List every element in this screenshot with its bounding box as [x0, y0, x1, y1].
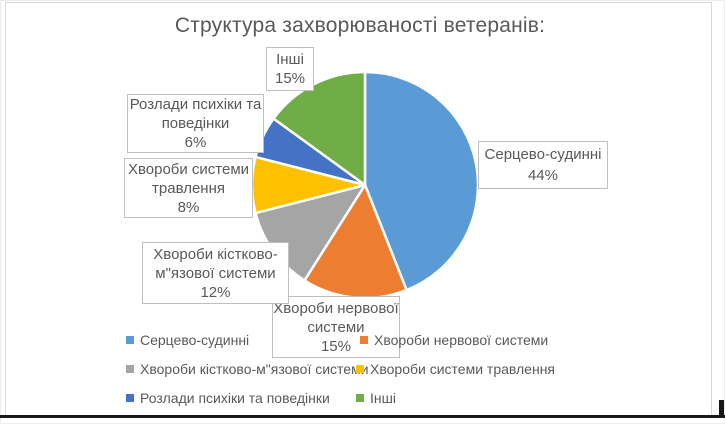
legend-swatch-dark-blue: [126, 394, 134, 402]
legend-item-sercevo-sudynni: Серцево-судинні: [126, 331, 249, 349]
data-label-sercevo-sudynni: Серцево-судинні 44%: [478, 141, 608, 189]
legend-swatch-blue: [126, 336, 134, 344]
legend-item-nervova-systema: Хвороби нервової системи: [360, 331, 548, 349]
legend-label: Хвороби нервової системи: [374, 332, 549, 348]
legend-swatch-orange: [360, 336, 368, 344]
legend-swatch-yellow: [356, 365, 364, 373]
data-label-inshi: Інші 15%: [266, 47, 314, 91]
legend-item-inshi: Інші: [356, 389, 396, 407]
data-label-nervova-systema: Хвороби нервової системи 15%: [272, 296, 400, 358]
bottom-border-line: [0, 415, 725, 418]
bottom-right-tick: [719, 400, 724, 418]
legend-swatch-gray: [126, 365, 134, 373]
legend-label: Розлади психіки та поведінки: [140, 390, 330, 406]
legend-swatch-green: [356, 394, 364, 402]
legend-label: Інші: [370, 390, 396, 406]
legend-label: Хвороби системи травлення: [370, 361, 556, 377]
legend-label: Серцево-судинні: [140, 332, 250, 348]
legend-item-kistkovo-miazova: Хвороби кістково-м"язової системи: [126, 360, 369, 378]
data-label-kistkovo-miazova: Хвороби кістково- м"язової системи 12%: [142, 242, 289, 304]
data-label-rozlady-psykhiky: Розлади психіки та поведінки 6%: [127, 94, 264, 153]
chart-title: Структура захворюваності ветеранів:: [174, 14, 546, 37]
legend-item-travlennia: Хвороби системи травлення: [356, 360, 555, 378]
data-label-travlennia: Хвороби системи травлення 8%: [124, 158, 253, 218]
legend-item-rozlady-psykhiky: Розлади психіки та поведінки: [126, 389, 330, 407]
legend-label: Хвороби кістково-м"язової системи: [140, 361, 369, 377]
pie-slice-1: [363, 70, 480, 292]
